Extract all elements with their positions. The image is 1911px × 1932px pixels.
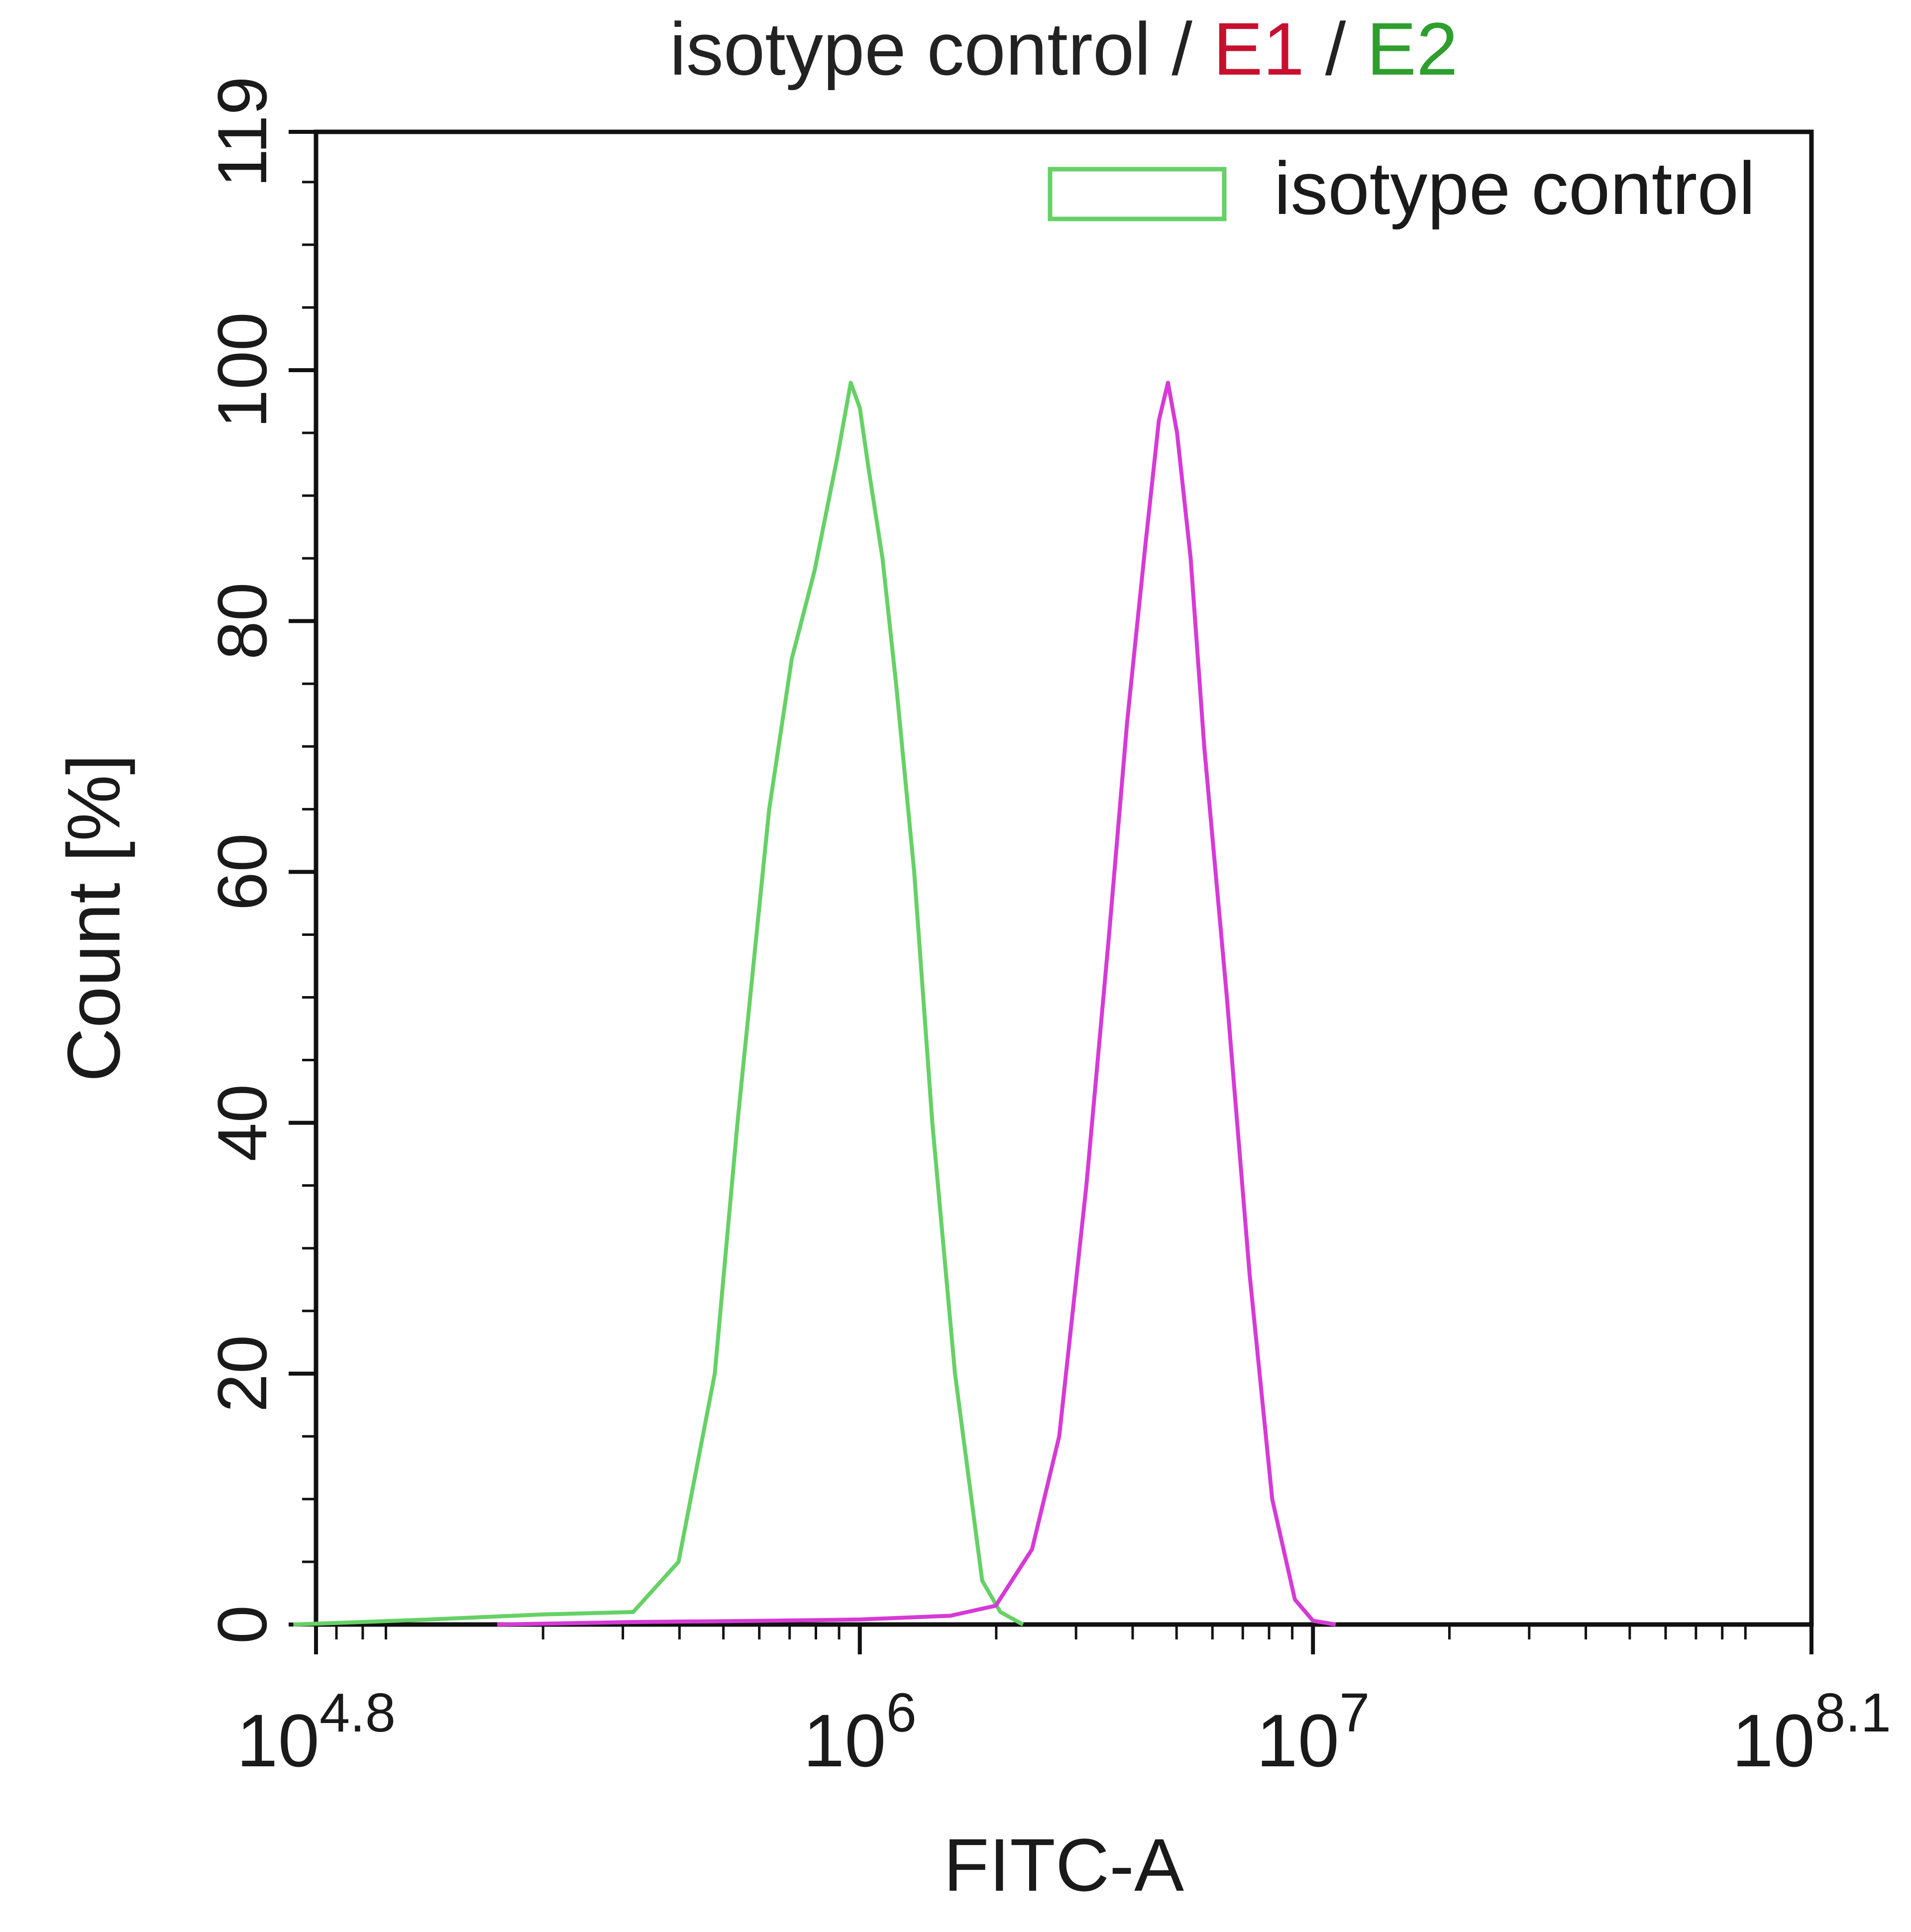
legend: isotype control: [1048, 146, 1755, 230]
x-tick-exponent: 7: [1339, 1682, 1370, 1743]
plot-area: [314, 129, 1814, 1627]
y-tick-label: 40: [203, 1084, 281, 1162]
x-tick-label: 108.1: [1732, 1682, 1891, 1782]
x-axis: 104.8 106 107 108.1: [236, 1625, 1891, 1782]
y-axis-label: Count [%]: [52, 754, 135, 1082]
x-tick-exponent: 6: [886, 1682, 917, 1743]
x-tick-base: 10: [236, 1699, 319, 1782]
y-axis: 0 20 40 60 80 100 119: [203, 76, 316, 1644]
x-tick-base: 10: [1256, 1699, 1339, 1782]
x-tick-label: 107: [1256, 1682, 1370, 1782]
x-axis-label: FITC-A: [944, 1823, 1184, 1907]
x-tick-base: 10: [1732, 1699, 1815, 1782]
title-part: E1: [1213, 7, 1304, 91]
series-line-1: [293, 381, 1024, 1627]
title-part: E2: [1367, 7, 1458, 91]
title-part: isotype control /: [669, 7, 1213, 91]
y-tick-label: 119: [203, 76, 281, 187]
x-tick-label: 106: [803, 1682, 917, 1782]
title-text: isotype control / E1 / E2: [669, 7, 1458, 91]
y-tick-label: 60: [203, 833, 281, 911]
chart-title: isotype control / E1 / E2: [669, 7, 1458, 91]
title-part: /: [1304, 7, 1367, 91]
y-tick-label: 20: [203, 1335, 281, 1413]
y-tick-label: 0: [203, 1605, 281, 1644]
y-tick-label: 100: [203, 312, 281, 428]
x-tick-base: 10: [803, 1699, 886, 1782]
x-tick-label: 104.8: [236, 1682, 396, 1782]
legend-label: isotype control: [1274, 146, 1755, 230]
series-line-2: [497, 381, 1336, 1627]
x-tick-exponent: 4.8: [319, 1682, 396, 1743]
legend-swatch: [1048, 167, 1227, 221]
plot-frame: [314, 129, 1814, 1627]
series-layer: [293, 381, 1336, 1627]
y-tick-label: 80: [203, 582, 281, 660]
x-tick-exponent: 8.1: [1815, 1682, 1891, 1743]
